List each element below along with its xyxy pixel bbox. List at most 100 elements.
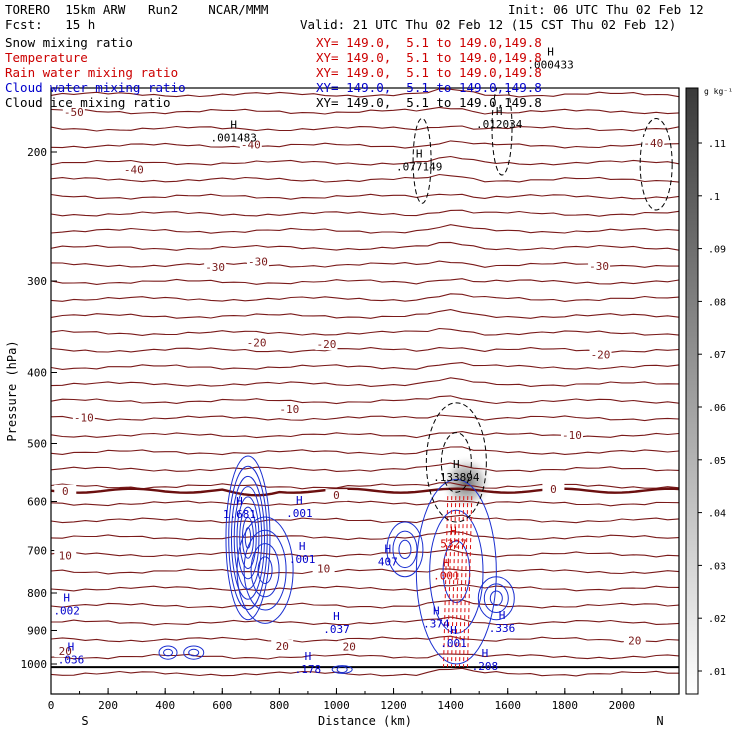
x-tick-label: 1200 — [380, 699, 407, 712]
extremum-value: .037 — [323, 623, 350, 636]
freezing-level-line — [51, 487, 679, 497]
cloud-ice-contour — [425, 402, 487, 523]
colorbar-tick-label: .02 — [708, 614, 726, 625]
isotherm-line — [51, 362, 679, 370]
isotherm-label: 20 — [628, 635, 641, 648]
header-model-title: TORERO 15km ARW Run2 NCAR/MMM — [5, 2, 269, 17]
isotherm-label: 20 — [59, 645, 72, 658]
isotherm-label: -40 — [643, 137, 663, 150]
extremum-symbol: H — [453, 458, 460, 471]
extremum-value: .002 — [53, 605, 80, 618]
colorbar-tick-label: .08 — [708, 297, 726, 308]
cloud-water-contour — [188, 648, 200, 657]
extremum-symbol: H — [305, 650, 312, 663]
cloud-water-contour — [163, 648, 174, 657]
colorbar-tick-label: .06 — [708, 403, 726, 414]
extremum-symbol: H — [499, 609, 506, 622]
isotherm-line — [51, 431, 679, 439]
isotherm-label: -40 — [124, 164, 144, 177]
isotherm-label-bg — [588, 259, 611, 272]
cloud-water-contour — [442, 540, 471, 604]
extremum-symbol: H — [63, 592, 70, 605]
north-end-label: N — [656, 714, 663, 728]
rain-water-contour — [462, 496, 469, 668]
colorbar — [685, 87, 699, 695]
extremum-symbol: H — [236, 495, 243, 508]
extremum-symbol: H — [443, 556, 450, 569]
rain-water-contour — [446, 496, 453, 668]
isotherm-label-bg — [338, 640, 361, 653]
isotherm-label-bg — [246, 255, 269, 268]
y-tick-label: 200 — [27, 146, 47, 159]
isotherm-label: -10 — [74, 411, 94, 424]
extremum-symbol: H — [296, 494, 303, 507]
isotherm-line — [51, 209, 679, 217]
isotherm-line — [51, 347, 679, 353]
isotherm-line — [51, 446, 679, 456]
cloud-water-contour — [257, 556, 273, 584]
isotherm-line — [51, 173, 679, 183]
isotherm-line — [51, 309, 679, 319]
extremum-value: .001483 — [211, 132, 257, 145]
isotherm-line — [51, 193, 679, 200]
extremum-value: .178 — [295, 663, 322, 676]
cloud-ice-contour — [412, 117, 432, 204]
isotherm-line — [51, 653, 679, 660]
isotherm-line — [51, 293, 679, 302]
isotherm-line — [51, 530, 679, 541]
isotherm-label: -30 — [589, 260, 609, 273]
isotherm-label-bg — [271, 640, 294, 653]
field-label-temperature: Temperature — [5, 50, 88, 65]
cloud-water-contour — [225, 455, 271, 621]
colorbar-tick-label: .03 — [708, 561, 726, 572]
isotherm-label: -10 — [562, 429, 582, 442]
isotherm-line — [51, 395, 679, 405]
header-forecast-hour: Fcst: 15 h — [5, 17, 96, 32]
extremum-value: .000433 — [527, 59, 573, 72]
extremum-symbol: H — [547, 46, 554, 59]
field-label-rain: Rain water mixing ratio — [5, 65, 179, 80]
isotherm-label: 10 — [59, 549, 72, 562]
cloud-water-contour — [398, 539, 412, 559]
isotherm-line — [51, 568, 679, 575]
isotherm-label: 20 — [343, 641, 356, 654]
cloud-water-contour — [386, 521, 424, 578]
cloud-water-contour — [230, 475, 265, 600]
header-valid-time: Valid: 21 UTC Thu 02 Feb 12 (15 CST Thu … — [300, 17, 677, 32]
x-tick-label: 800 — [269, 699, 289, 712]
isotherm-line — [51, 327, 679, 336]
y-tick-label: 300 — [27, 275, 47, 288]
field-range-cloud-water: XY= 149.0, 5.1 to 149.0,149.8 — [316, 80, 542, 95]
extremum-value: .336 — [489, 622, 516, 635]
extremum-value: .001 — [440, 637, 467, 650]
isotherm-label-bg — [542, 483, 565, 496]
x-tick-label: 400 — [155, 699, 175, 712]
extremum-symbol: H — [333, 610, 340, 623]
isotherm-label-bg — [204, 261, 227, 274]
isotherm-label: 20 — [276, 640, 289, 653]
isotherm-label-bg — [560, 428, 583, 441]
cloud-water-contour — [336, 665, 348, 673]
extremum-value: .012034 — [476, 118, 523, 131]
isotherm-label-bg — [278, 402, 301, 415]
extremum-symbol: H — [230, 119, 237, 132]
cloud-water-contour — [429, 509, 484, 634]
extremum-value: 5327 — [440, 537, 467, 550]
y-tick-label: 800 — [27, 587, 47, 600]
isotherm-line — [51, 260, 679, 268]
field-range-cloud-ice: XY= 149.0, 5.1 to 149.0,149.8 — [316, 95, 542, 110]
cloud-ice-contour — [639, 117, 673, 211]
isotherm-line — [51, 224, 679, 234]
cloud-water-contour — [489, 590, 503, 606]
cloud-water-contour — [239, 506, 257, 570]
isotherm-line — [51, 583, 679, 592]
isotherm-label: 0 — [62, 485, 69, 498]
cloud-ice-contour — [440, 432, 472, 493]
colorbar-tick-label: .1 — [708, 192, 720, 203]
isotherm-line — [51, 500, 679, 507]
field-range-temperature: XY= 149.0, 5.1 to 149.0,149.8 — [316, 50, 542, 65]
y-tick-label: 1000 — [21, 658, 48, 671]
extremum-symbol: H — [68, 641, 75, 654]
header-init-time: Init: 06 UTC Thu 02 Feb 12 — [508, 2, 704, 17]
isotherm-label-bg — [325, 489, 348, 502]
